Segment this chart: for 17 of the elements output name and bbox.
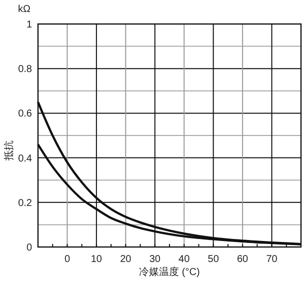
y-tick-label: 1 xyxy=(26,20,32,30)
y-tick-label: 0.6 xyxy=(18,108,32,120)
y-tick-label: 0.2 xyxy=(18,198,32,209)
y-axis-title: 抵抗 xyxy=(3,140,15,162)
text: kΩ xyxy=(18,4,31,15)
x-tick-label: 30 xyxy=(149,254,161,265)
x-tick-label: 60 xyxy=(236,254,249,265)
y-tick-label: 0 xyxy=(26,242,32,254)
x-tick-label: 50 xyxy=(208,254,220,265)
x-tick-label: 70 xyxy=(266,254,278,265)
x-tick-label: 10 xyxy=(90,254,102,265)
x-tick-label: 20 xyxy=(120,254,132,265)
x-tick-label: 0 xyxy=(64,254,70,265)
y-tick-label: 0.8 xyxy=(18,64,32,76)
x-tick-label: 40 xyxy=(178,254,190,265)
x-axis-title: 冷媒温度 (°C) xyxy=(139,266,200,278)
y-tick-label: 0.4 xyxy=(18,153,32,164)
